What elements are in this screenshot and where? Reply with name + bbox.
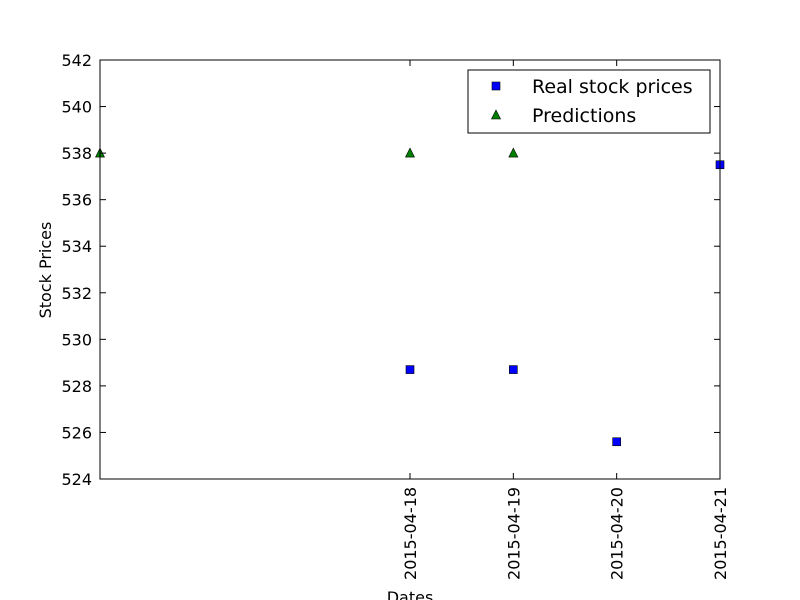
- plot-layer: [95, 147, 725, 447]
- real-price-point: [612, 437, 621, 447]
- y-tick-label: 524: [61, 470, 92, 489]
- real-price-point: [405, 365, 415, 374]
- x-axis-label: Dates: [387, 588, 434, 600]
- y-tick-label: 534: [61, 237, 92, 256]
- x-tick-label: 2015-04-21: [711, 487, 730, 580]
- legend-marker: [491, 81, 501, 91]
- axes-layer: 524 526 528 530 532 534 536 538 540 542 2015-04-18…: [61, 51, 730, 580]
- legend-label: Real stock prices: [532, 76, 693, 98]
- x-tick-label: 2015-04-19: [504, 487, 523, 580]
- legend-box: [467, 69, 711, 134]
- legend-marker: [491, 109, 501, 120]
- y-tick-label: 542: [61, 51, 92, 70]
- y-tick-label: 528: [61, 377, 92, 396]
- y-tick-label: 526: [61, 423, 92, 442]
- x-tick-label: 2015-04-18: [401, 487, 420, 580]
- y-axis-label: Stock Prices: [36, 222, 55, 319]
- y-tick-label: 540: [61, 98, 92, 117]
- x-tick-label: 2015-04-20: [608, 487, 627, 580]
- real-price-point: [509, 365, 518, 374]
- prediction-point: [405, 147, 415, 158]
- y-tick-label: 538: [61, 144, 92, 163]
- legend-label: Predictions: [532, 105, 636, 127]
- y-tick-label: 532: [61, 284, 92, 303]
- y-tick-label: 536: [61, 191, 92, 210]
- legend: Real stock prices Predictions: [467, 69, 711, 134]
- prediction-point: [508, 147, 519, 158]
- y-tick-label: 530: [61, 330, 92, 349]
